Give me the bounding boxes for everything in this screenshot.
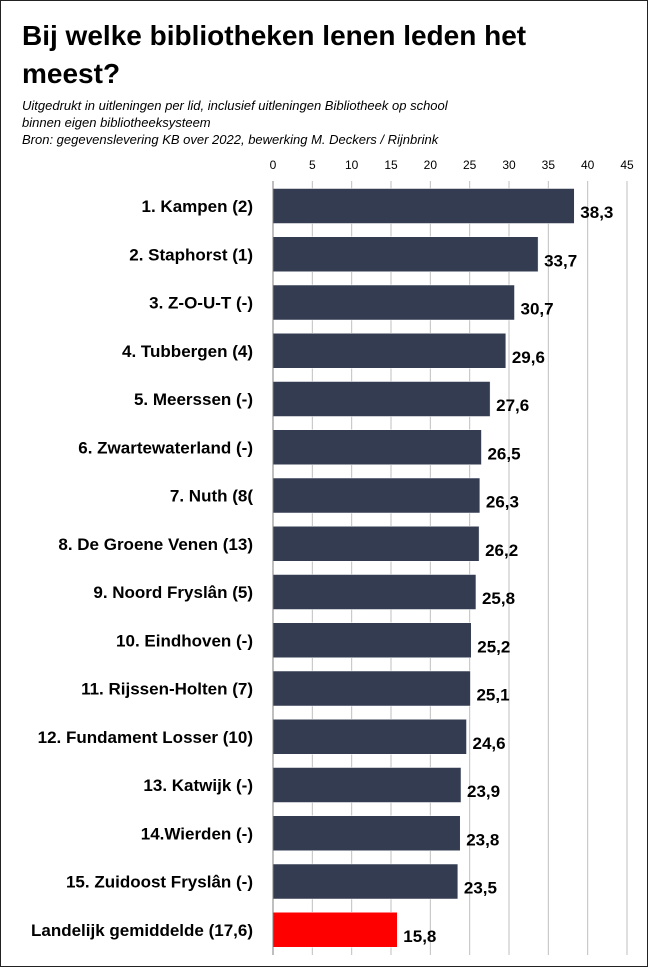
category-label-5: 5. Meerssen (-) (134, 390, 253, 409)
category-label-3: 3. Z-O-U-T (-) (149, 294, 253, 313)
category-label-13: 13. Katwijk (-) (143, 776, 253, 795)
x-tick-label-5: 5 (309, 158, 316, 172)
x-tick-label-15: 15 (384, 158, 398, 172)
value-label-5: 27,6 (496, 396, 529, 415)
value-label-15: 23,5 (464, 879, 497, 898)
bar-1 (272, 188, 575, 224)
category-label-7: 7. Nuth (8( (170, 487, 253, 506)
value-label-1: 38,3 (580, 203, 613, 222)
x-tick-label-35: 35 (542, 158, 556, 172)
x-tick-label-0: 0 (270, 158, 277, 172)
chart-title: Bij welke bibliotheken lenen leden het m… (22, 20, 527, 89)
category-label-16: Landelijk gemiddelde (17,6) (31, 921, 253, 940)
x-tick-label-10: 10 (345, 158, 359, 172)
x-tick-label-40: 40 (581, 158, 595, 172)
subtitle-line-2: binnen eigen bibliotheeksysteem (22, 115, 211, 130)
value-label-11: 25,1 (476, 686, 509, 705)
x-tick-label-30: 30 (502, 158, 516, 172)
bar-9 (272, 574, 477, 610)
x-tick-label-45: 45 (620, 158, 634, 172)
bar-10 (272, 622, 472, 658)
subtitle-line-1: Uitgedrukt in uitleningen per lid, inclu… (22, 98, 448, 113)
value-label-10: 25,2 (477, 637, 510, 656)
x-tick-label-20: 20 (424, 158, 438, 172)
category-label-11: 11. Rijssen-Holten (7) (81, 680, 253, 699)
bar-5 (272, 381, 491, 417)
bar-16 (272, 912, 398, 948)
category-label-2: 2. Staphorst (1) (129, 245, 253, 264)
value-label-13: 23,9 (467, 782, 500, 801)
chart-subtitle: Uitgedrukt in uitleningen per lid, inclu… (22, 97, 582, 148)
category-label-10: 10. Eindhoven (-) (116, 631, 253, 650)
bar-12 (272, 719, 467, 755)
value-label-9: 25,8 (482, 589, 515, 608)
value-label-14: 23,8 (466, 830, 499, 849)
category-label-14: 14.Wierden (-) (141, 824, 253, 843)
bar-11 (272, 670, 471, 707)
bar-15 (272, 863, 459, 900)
category-label-4: 4. Tubbergen (4) (122, 342, 253, 361)
bar-4 (272, 333, 507, 369)
x-tick-label-25: 25 (463, 158, 477, 172)
value-label-4: 29,6 (512, 348, 545, 367)
bar-7 (272, 477, 481, 514)
bar-2 (272, 236, 539, 272)
value-label-6: 26,5 (487, 444, 520, 463)
category-label-12: 12. Fundament Losser (10) (38, 728, 253, 747)
category-label-9: 9. Noord Fryslân (5) (93, 583, 253, 602)
value-label-3: 30,7 (521, 300, 554, 319)
category-label-1: 1. Kampen (2) (142, 197, 253, 216)
bar-8 (272, 526, 480, 562)
value-label-8: 26,2 (485, 541, 518, 560)
subtitle-line-3: Bron: gegevenslevering KB over 2022, bew… (22, 132, 439, 147)
category-label-8: 8. De Groene Venen (13) (58, 535, 253, 554)
value-label-12: 24,6 (473, 734, 506, 753)
bar-3 (272, 284, 515, 321)
value-label-16: 15,8 (403, 927, 436, 946)
bar-14 (272, 815, 461, 851)
value-label-2: 33,7 (544, 251, 577, 270)
category-label-15: 15. Zuidoost Fryslân (-) (66, 873, 253, 892)
value-label-7: 26,3 (486, 493, 519, 512)
bar-13 (272, 767, 462, 803)
category-label-6: 6. Zwartewaterland (-) (78, 438, 253, 457)
bar-6 (272, 429, 482, 465)
